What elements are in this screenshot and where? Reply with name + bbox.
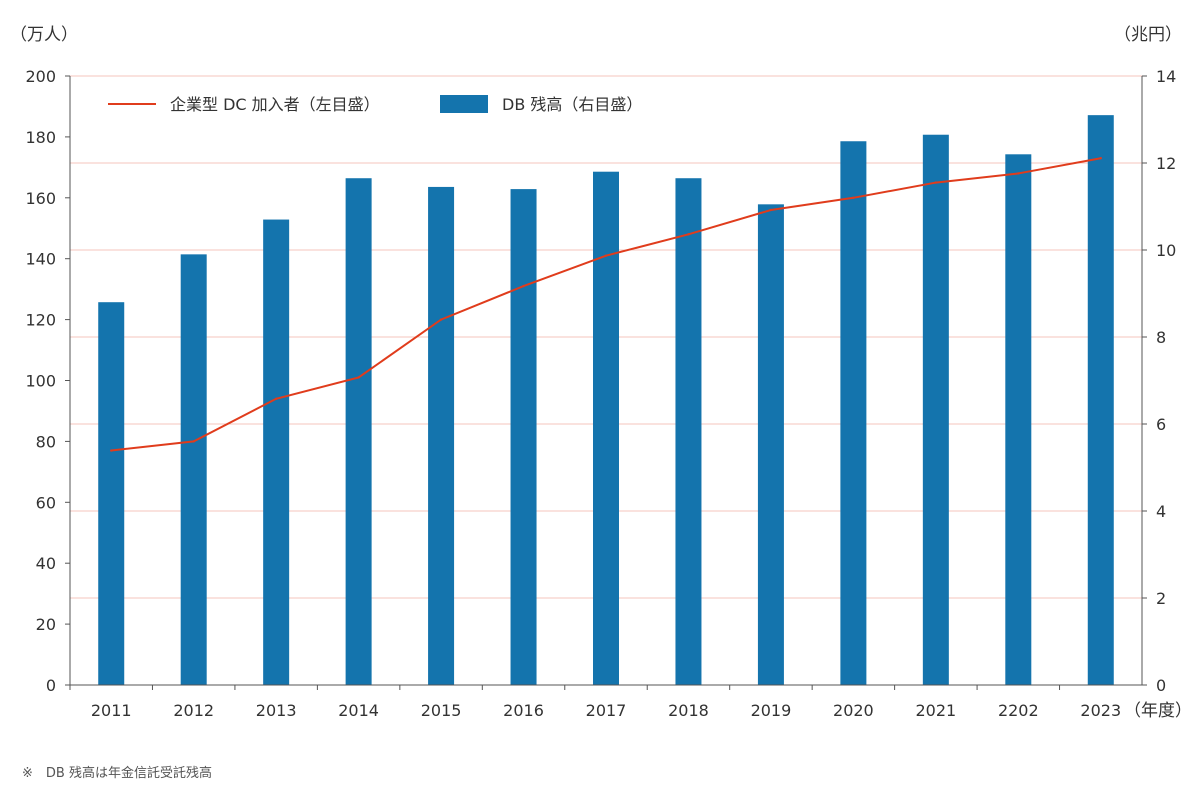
bar-2017 bbox=[593, 171, 619, 685]
x-tick-label: 2013 bbox=[256, 701, 297, 720]
left-tick-label: 80 bbox=[36, 432, 56, 451]
line-series bbox=[110, 157, 1102, 452]
right-tick-label: 4 bbox=[1156, 502, 1166, 521]
x-tick-label: 2016 bbox=[503, 701, 544, 720]
right-tick-label: 0 bbox=[1156, 676, 1166, 695]
line-point-2011 bbox=[110, 449, 113, 452]
line-point-2020 bbox=[852, 196, 855, 199]
line-point-2023 bbox=[1099, 157, 1102, 160]
bar-2021 bbox=[922, 134, 949, 686]
x-tick-label: 2020 bbox=[833, 701, 874, 720]
left-tick-label: 40 bbox=[36, 554, 56, 573]
line-point-2014 bbox=[357, 376, 360, 379]
line-point-2021 bbox=[934, 181, 938, 184]
left-tick-label: 20 bbox=[36, 615, 56, 634]
footnote: ※ DB 残高は年金信託受託残高 bbox=[22, 766, 212, 781]
bar-2014 bbox=[345, 178, 372, 685]
x-tick-label: 2012 bbox=[173, 701, 214, 720]
legend-bar-swatch bbox=[440, 95, 488, 113]
right-tick-label: 2 bbox=[1156, 589, 1166, 608]
left-tick-label: 120 bbox=[25, 311, 56, 330]
line-point-2012 bbox=[192, 440, 195, 443]
line-point-2017 bbox=[604, 254, 608, 257]
x-tick-label: 2023 bbox=[1080, 701, 1121, 720]
x-tick-label: 2014 bbox=[338, 701, 379, 720]
left-tick-label: 0 bbox=[46, 676, 56, 695]
right-tick-label: 10 bbox=[1156, 241, 1176, 260]
axes: 0 20 40 60 80 100 120 140 160 180 200 0 2 4 6 8 10 12 14 20… bbox=[25, 67, 1176, 720]
line-point-2019 bbox=[769, 208, 773, 212]
bar-2012 bbox=[180, 254, 207, 685]
left-tick-label: 60 bbox=[36, 493, 56, 512]
bar-2019 bbox=[757, 204, 784, 685]
line-point-2013 bbox=[274, 397, 278, 400]
left-tick-label: 100 bbox=[25, 372, 56, 391]
x-tick-label: 2015 bbox=[421, 701, 462, 720]
line-point-2015 bbox=[439, 318, 443, 321]
bar-series bbox=[98, 115, 1114, 686]
line-point-2018 bbox=[687, 233, 690, 236]
legend: 企業型 DC 加入者（左目盛） DB 残高（右目盛） bbox=[108, 95, 642, 114]
x-axis-unit: （年度） bbox=[1124, 701, 1192, 721]
bar-2011 bbox=[98, 302, 125, 685]
x-tick-label: 2021 bbox=[915, 701, 956, 720]
left-tick-label: 160 bbox=[25, 189, 56, 208]
bar-2020 bbox=[840, 141, 867, 685]
left-axis-unit: （万人） bbox=[10, 25, 78, 45]
left-tick-label: 200 bbox=[25, 67, 56, 86]
bar-2013 bbox=[263, 219, 290, 686]
x-tick-label: 2202 bbox=[998, 701, 1039, 720]
right-axis-unit: （兆円） bbox=[1114, 25, 1182, 45]
bar-2016 bbox=[510, 189, 537, 685]
right-tick-label: 6 bbox=[1156, 415, 1166, 434]
bar-2023 bbox=[1087, 115, 1114, 685]
x-tick-label: 2011 bbox=[91, 701, 132, 720]
x-tick-label: 2018 bbox=[668, 701, 709, 720]
right-tick-label: 14 bbox=[1156, 67, 1176, 86]
bar-2015 bbox=[428, 186, 455, 686]
line-point-2016 bbox=[522, 284, 525, 288]
left-tick-label: 180 bbox=[25, 128, 56, 147]
bar-2202 bbox=[1005, 154, 1032, 686]
legend-bar-label: DB 残高（右目盛） bbox=[502, 95, 642, 114]
line-point-2202 bbox=[1017, 172, 1020, 175]
right-tick-label: 8 bbox=[1156, 328, 1166, 347]
x-tick-label: 2019 bbox=[751, 701, 792, 720]
legend-line-label: 企業型 DC 加入者（左目盛） bbox=[170, 95, 380, 114]
x-tick-label: 2017 bbox=[586, 701, 627, 720]
right-tick-label: 12 bbox=[1156, 154, 1176, 173]
bar-2018 bbox=[675, 178, 702, 685]
left-tick-label: 140 bbox=[25, 250, 56, 269]
